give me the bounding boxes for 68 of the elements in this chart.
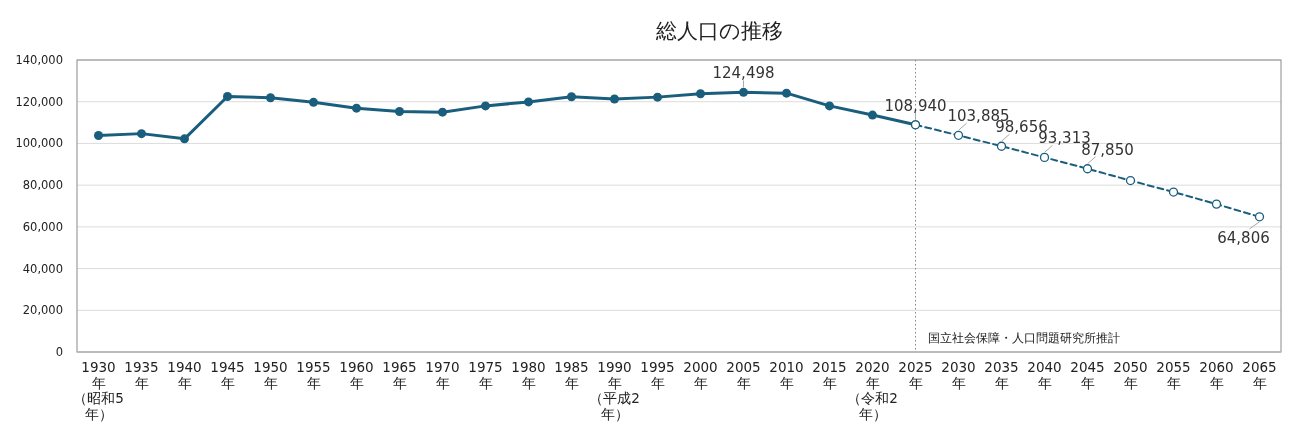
x-tick-label: 2010年: [769, 359, 804, 391]
point: [567, 92, 576, 102]
point: [996, 141, 1007, 151]
point: [825, 101, 834, 111]
point: [352, 103, 361, 113]
x-tick-label: 1990年（平成2年）: [589, 359, 640, 422]
x-tick-label: 1930年（昭和5年）: [73, 359, 124, 422]
x-tick-label: 1940年: [167, 359, 202, 391]
point: [1039, 152, 1050, 163]
x-tick-label: 1970年: [425, 359, 460, 391]
point: [438, 107, 447, 117]
point: [1125, 175, 1136, 186]
x-tick-label: 1950年: [253, 359, 288, 391]
y-tick-label: 60,000: [22, 219, 63, 234]
x-tick-label: 2045年: [1070, 359, 1105, 391]
point: [653, 92, 662, 102]
point: [180, 134, 189, 144]
point: [868, 110, 877, 120]
x-tick-label: 1955年: [296, 359, 331, 391]
data-label: 124,498: [712, 64, 775, 83]
x-tick-label: 2050年: [1113, 359, 1148, 391]
point: [137, 129, 146, 139]
point: [1168, 187, 1179, 197]
x-tick-label: 2065年: [1242, 359, 1277, 391]
point: [309, 97, 318, 107]
y-tick-label: 140,000: [15, 53, 63, 67]
point: [739, 87, 748, 97]
x-tick-label: 2015年: [812, 359, 847, 391]
point: [782, 88, 791, 98]
y-tick-label: 80,000: [22, 178, 63, 193]
point: [1211, 199, 1222, 209]
data-label: 64,806: [1217, 228, 1270, 247]
data-label: 108,940: [884, 96, 947, 115]
point: [524, 97, 533, 107]
point: [696, 89, 705, 99]
x-tick-label: 1935年: [124, 359, 159, 391]
y-tick-label: 120,000: [15, 94, 63, 109]
x-tick-label: 2020年（令和2年）: [847, 359, 898, 422]
y-tick-label: 40,000: [22, 261, 63, 276]
point: [953, 130, 964, 140]
x-tick-label: 1980年: [511, 359, 546, 391]
point: [1082, 164, 1093, 174]
y-tick-label: 20,000: [22, 303, 63, 318]
x-tick-label: 2005年: [726, 359, 761, 391]
x-tick-label: 2000年: [683, 359, 718, 391]
y-tick-label: 100,000: [15, 136, 63, 151]
x-tick-label: 1960年: [339, 359, 374, 391]
point: [481, 101, 490, 111]
x-tick-label: 1965年: [382, 359, 417, 391]
title: 総人口の推移: [655, 19, 783, 43]
x-tick-label: 2060年: [1199, 359, 1234, 391]
x-tick-label: 2025年: [898, 359, 933, 391]
x-tick-label: 2055年: [1156, 359, 1191, 391]
point: [610, 94, 619, 104]
x-tick-label: 2040年: [1027, 359, 1062, 391]
point: [1254, 212, 1265, 222]
point: [94, 131, 103, 140]
y-tick-label: 0: [55, 345, 63, 359]
ref-line-label: 国立社会保障・人口問題研究所推計: [927, 331, 1120, 345]
x-tick-label: 1985年: [554, 359, 589, 391]
point: [266, 93, 275, 103]
x-tick-label: 1945年: [210, 359, 245, 391]
x-tick-label: 2030年: [941, 359, 976, 391]
point: [395, 107, 404, 117]
x-tick-label: 1975年: [468, 359, 503, 391]
x-tick-label: 2035年: [984, 359, 1019, 391]
point: [223, 92, 232, 101]
x-tick-label: 1995年: [640, 359, 675, 391]
